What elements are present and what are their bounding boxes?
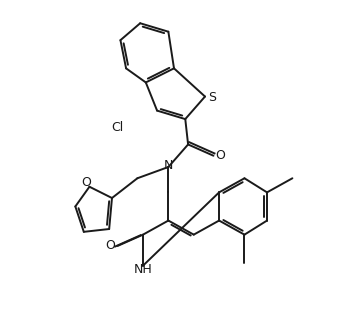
Text: O: O — [82, 176, 92, 189]
Text: Cl: Cl — [111, 121, 123, 134]
Text: N: N — [164, 159, 173, 172]
Text: O: O — [215, 149, 226, 162]
Text: O: O — [106, 239, 116, 253]
Text: NH: NH — [134, 264, 152, 276]
Text: S: S — [208, 92, 216, 105]
